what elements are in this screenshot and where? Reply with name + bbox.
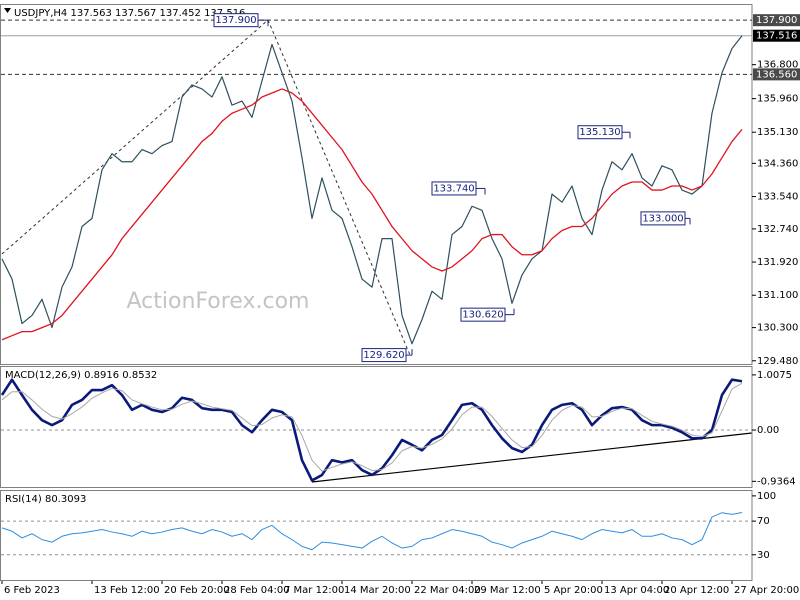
annotation-label: 133.000: [642, 213, 683, 224]
x-tick-label: 22 Mar 04:00: [414, 585, 481, 596]
y-tick-label: 134.360: [757, 158, 798, 169]
price-label: 137.900: [756, 15, 797, 26]
annotation-label: 133.740: [433, 183, 474, 194]
series-line: [1, 88, 743, 341]
y-tick-label: 135.130: [757, 127, 798, 138]
annotation-label: 135.130: [579, 127, 620, 138]
x-tick-label: 6 Feb 2023: [4, 585, 60, 596]
y-tick-label: 70: [757, 516, 770, 527]
y-tick-label: 130.300: [757, 323, 798, 334]
x-tick-label: 7 Mar 12:00: [284, 585, 344, 596]
annotation-label: 129.620: [363, 350, 404, 361]
panel-title: MACD(12,26,9) 0.8916 0.8532: [5, 370, 157, 381]
panel-frame: [0, 366, 753, 488]
x-tick-label: 13 Feb 12:00: [94, 585, 160, 596]
price-label: 137.516: [756, 31, 797, 42]
y-tick-label: 136.800: [757, 60, 798, 71]
series-line: [1, 382, 743, 472]
x-tick-label: 20 Feb 20:00: [164, 585, 230, 596]
annotation-box: [431, 181, 477, 196]
x-tick-label: 28 Feb 04:00: [224, 585, 290, 596]
panel-title: RSI(14) 80.3093: [5, 494, 86, 505]
trend-line: [1, 19, 411, 356]
y-tick-label: 133.540: [757, 192, 798, 203]
panel-frame: [0, 490, 753, 581]
panel-frame: [0, 4, 753, 365]
price-label-box: [753, 29, 800, 42]
y-tick-label: 30: [757, 550, 770, 561]
series-line: [0, 378, 743, 482]
annotation-box: [577, 125, 623, 140]
price-label: 136.560: [756, 69, 797, 80]
annotation-box: [460, 307, 506, 322]
x-tick-label: 27 Apr 20:00: [734, 585, 799, 596]
y-tick-label: 135.960: [757, 94, 798, 105]
price-label-box: [753, 14, 800, 27]
annotation-box: [640, 211, 686, 226]
y-tick-label: 100: [757, 491, 776, 502]
y-tick-label: 129.480: [757, 356, 798, 367]
series-line: [1, 35, 743, 345]
annotation-label: 137.900: [215, 15, 256, 26]
macd-trend-line: [311, 432, 753, 483]
dropdown-icon: [4, 8, 11, 13]
x-tick-label: 13 Apr 04:00: [604, 585, 669, 596]
annotation-box: [361, 348, 407, 363]
panel-title: USDJPY,H4 137.563 137.567 137.452 137.51…: [14, 8, 245, 19]
price-label-box: [753, 68, 800, 81]
annotation-label: 130.620: [462, 310, 503, 321]
y-tick-label: -0.9364: [757, 476, 796, 487]
annotation-box: [213, 13, 259, 28]
x-tick-label: 20 Apr 12:00: [664, 585, 729, 596]
series-line: [1, 511, 743, 551]
x-tick-label: 29 Mar 12:00: [474, 585, 541, 596]
y-tick-label: 132.740: [757, 224, 798, 235]
watermark: ActionForex.com: [127, 289, 310, 314]
y-tick-label: 131.100: [757, 290, 798, 301]
y-tick-label: 1.0075: [757, 370, 792, 381]
y-tick-label: 0.00: [757, 425, 779, 436]
x-tick-label: 14 Mar 20:00: [344, 585, 411, 596]
x-tick-label: 5 Apr 20:00: [544, 585, 603, 596]
y-tick-label: 131.920: [757, 257, 798, 268]
